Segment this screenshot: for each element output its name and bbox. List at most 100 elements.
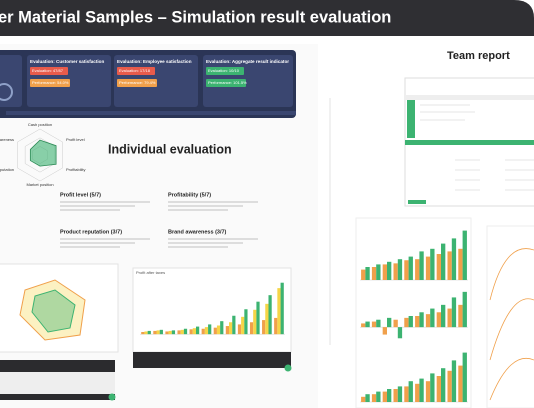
bar bbox=[156, 330, 160, 335]
bar bbox=[168, 330, 172, 335]
bar bbox=[441, 304, 446, 328]
bar bbox=[425, 381, 431, 402]
bar bbox=[447, 370, 452, 402]
bar bbox=[397, 327, 403, 339]
section-title: Individual evaluation bbox=[108, 142, 232, 156]
card-title: Evaluation: Aggregate result indicator bbox=[206, 59, 289, 64]
bar bbox=[447, 251, 452, 280]
bar bbox=[387, 317, 392, 328]
card-title: Evaluation: Employee satisfaction bbox=[117, 59, 192, 64]
card-score: Evaluation: 47/87 bbox=[32, 68, 64, 73]
team-accent bbox=[407, 100, 415, 138]
bar bbox=[371, 321, 377, 328]
bar bbox=[415, 316, 420, 328]
card-performance: Performance: 101.5% bbox=[208, 80, 247, 85]
bar bbox=[462, 291, 467, 328]
bar bbox=[213, 327, 217, 335]
bar bbox=[451, 238, 457, 280]
criterion-title: Profitability (5/7) bbox=[168, 192, 211, 198]
bar bbox=[436, 312, 441, 328]
bar bbox=[415, 383, 420, 402]
line-decor bbox=[489, 248, 534, 401]
bar bbox=[404, 317, 409, 328]
bar bbox=[462, 352, 467, 402]
bar bbox=[441, 243, 446, 280]
team-button[interactable] bbox=[408, 200, 426, 204]
bar bbox=[430, 373, 435, 402]
radar-decor bbox=[31, 289, 76, 333]
team-lines-card bbox=[486, 225, 534, 408]
score-box bbox=[30, 67, 68, 75]
bar bbox=[462, 230, 467, 280]
bar bbox=[165, 331, 169, 335]
bar bbox=[361, 323, 366, 328]
status-dot bbox=[284, 364, 292, 372]
profit-card bbox=[132, 267, 292, 353]
bar bbox=[425, 314, 431, 328]
bar bbox=[153, 330, 157, 335]
search-icon bbox=[0, 83, 13, 101]
bar bbox=[404, 260, 409, 280]
bar bbox=[171, 330, 176, 335]
team-title: Team report bbox=[447, 50, 510, 62]
bar bbox=[141, 332, 145, 335]
bar bbox=[376, 391, 381, 402]
criterion-title: Product reputation (3/7) bbox=[60, 229, 122, 235]
bar bbox=[430, 248, 435, 280]
radar-label: reputation bbox=[0, 167, 14, 172]
bar bbox=[361, 396, 366, 402]
bar bbox=[430, 308, 435, 328]
bar bbox=[274, 317, 278, 335]
bar bbox=[216, 325, 221, 335]
bar bbox=[208, 324, 212, 335]
bar bbox=[237, 324, 242, 335]
bar bbox=[277, 288, 281, 335]
bar bbox=[397, 386, 403, 402]
performance-box bbox=[30, 79, 70, 87]
bar bbox=[201, 328, 205, 335]
bar bbox=[189, 329, 193, 335]
bar bbox=[441, 368, 446, 402]
bar bbox=[365, 321, 370, 328]
bar bbox=[458, 365, 463, 402]
bar bbox=[365, 394, 370, 402]
bar bbox=[256, 301, 260, 335]
bar bbox=[204, 327, 209, 335]
bar bbox=[280, 282, 284, 335]
performance-box bbox=[206, 79, 246, 87]
bar bbox=[408, 316, 413, 328]
bar bbox=[265, 303, 269, 335]
bar bbox=[177, 330, 181, 335]
card-score: Evaluation: 17/18 bbox=[119, 68, 151, 73]
bar bbox=[147, 330, 151, 335]
radar-label: Market position bbox=[26, 182, 53, 187]
criterion-title: Brand awareness (3/7) bbox=[168, 229, 227, 235]
bar bbox=[451, 360, 457, 402]
radar-ring bbox=[17, 128, 63, 182]
bar bbox=[192, 328, 196, 335]
bar bbox=[447, 308, 452, 328]
bar bbox=[180, 329, 184, 335]
bar bbox=[458, 248, 463, 280]
bar bbox=[436, 254, 441, 280]
bar bbox=[419, 312, 424, 328]
profit-title: Profit after taxes bbox=[136, 270, 165, 275]
bar bbox=[268, 295, 272, 335]
bar bbox=[371, 267, 377, 280]
bar bbox=[425, 256, 431, 280]
bar bbox=[244, 309, 248, 335]
bar bbox=[376, 264, 381, 280]
bar bbox=[397, 259, 403, 280]
table-body bbox=[0, 372, 115, 394]
bar bbox=[365, 267, 370, 280]
team-bar bbox=[405, 140, 534, 145]
bar bbox=[232, 315, 236, 335]
radar-decor bbox=[19, 279, 86, 341]
score-box bbox=[206, 67, 244, 75]
performance-box bbox=[117, 79, 157, 87]
radar-label: awareness bbox=[0, 137, 14, 142]
header-title: er Material Samples – Simulation result … bbox=[0, 8, 391, 26]
team-lines bbox=[420, 104, 534, 191]
bar bbox=[371, 394, 377, 402]
